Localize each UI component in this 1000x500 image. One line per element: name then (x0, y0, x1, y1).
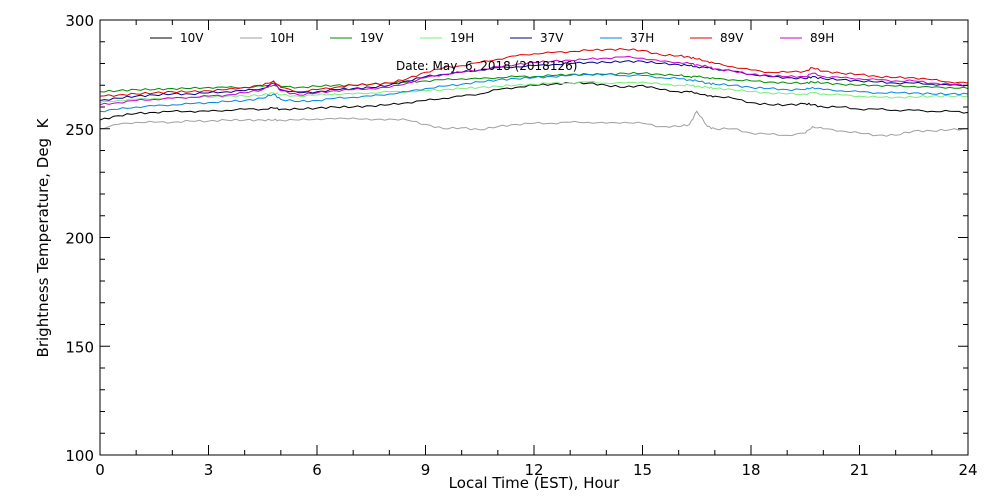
legend-label-10v: 10V (180, 31, 204, 45)
legend: 10V 10H 19V 19H 37V 37H 89V 89H (150, 31, 834, 45)
legend-label-19h: 19H (450, 31, 474, 45)
y-tick-label: 150 (65, 338, 94, 356)
y-tick-label: 300 (65, 12, 94, 30)
series-line-10v (99, 81, 969, 121)
x-tick-label: 0 (95, 461, 105, 479)
legend-label-89v: 89V (720, 31, 744, 45)
y-tick-label: 100 (65, 447, 94, 465)
date-annotation: Date: May 6, 2018 (2018126) (396, 59, 577, 73)
series-layer (99, 47, 969, 137)
x-tick-label: 21 (850, 461, 869, 479)
legend-label-37h: 37H (630, 31, 654, 45)
x-tick-label: 9 (421, 461, 431, 479)
series-line-89v (99, 47, 969, 97)
x-tick-label: 12 (524, 461, 543, 479)
x-tick-label: 6 (312, 461, 322, 479)
y-tick-label: 200 (65, 230, 94, 248)
y-tick-label: 250 (65, 121, 94, 139)
legend-label-10h: 10H (270, 31, 294, 45)
ticks-layer: 0 3 6 9 12 15 18 21 24 100 150 200 250 300 (65, 12, 977, 479)
y-axis-title: Brightness Temperature, Deg K (34, 117, 52, 357)
series-line-19h (99, 80, 969, 104)
x-tick-label: 24 (958, 461, 977, 479)
x-tick-label: 18 (741, 461, 760, 479)
series-line-37h (99, 73, 969, 113)
series-line-10h (99, 110, 968, 137)
series-line-19v (99, 71, 969, 93)
x-axis-title: Local Time (EST), Hour (449, 474, 620, 492)
x-tick-label: 15 (633, 461, 652, 479)
legend-label-89h: 89H (810, 31, 834, 45)
series-line-89h (99, 55, 969, 106)
legend-label-37v: 37V (540, 31, 564, 45)
legend-label-19v: 19V (360, 31, 384, 45)
x-tick-label: 3 (204, 461, 214, 479)
series-line-37v (99, 60, 969, 101)
